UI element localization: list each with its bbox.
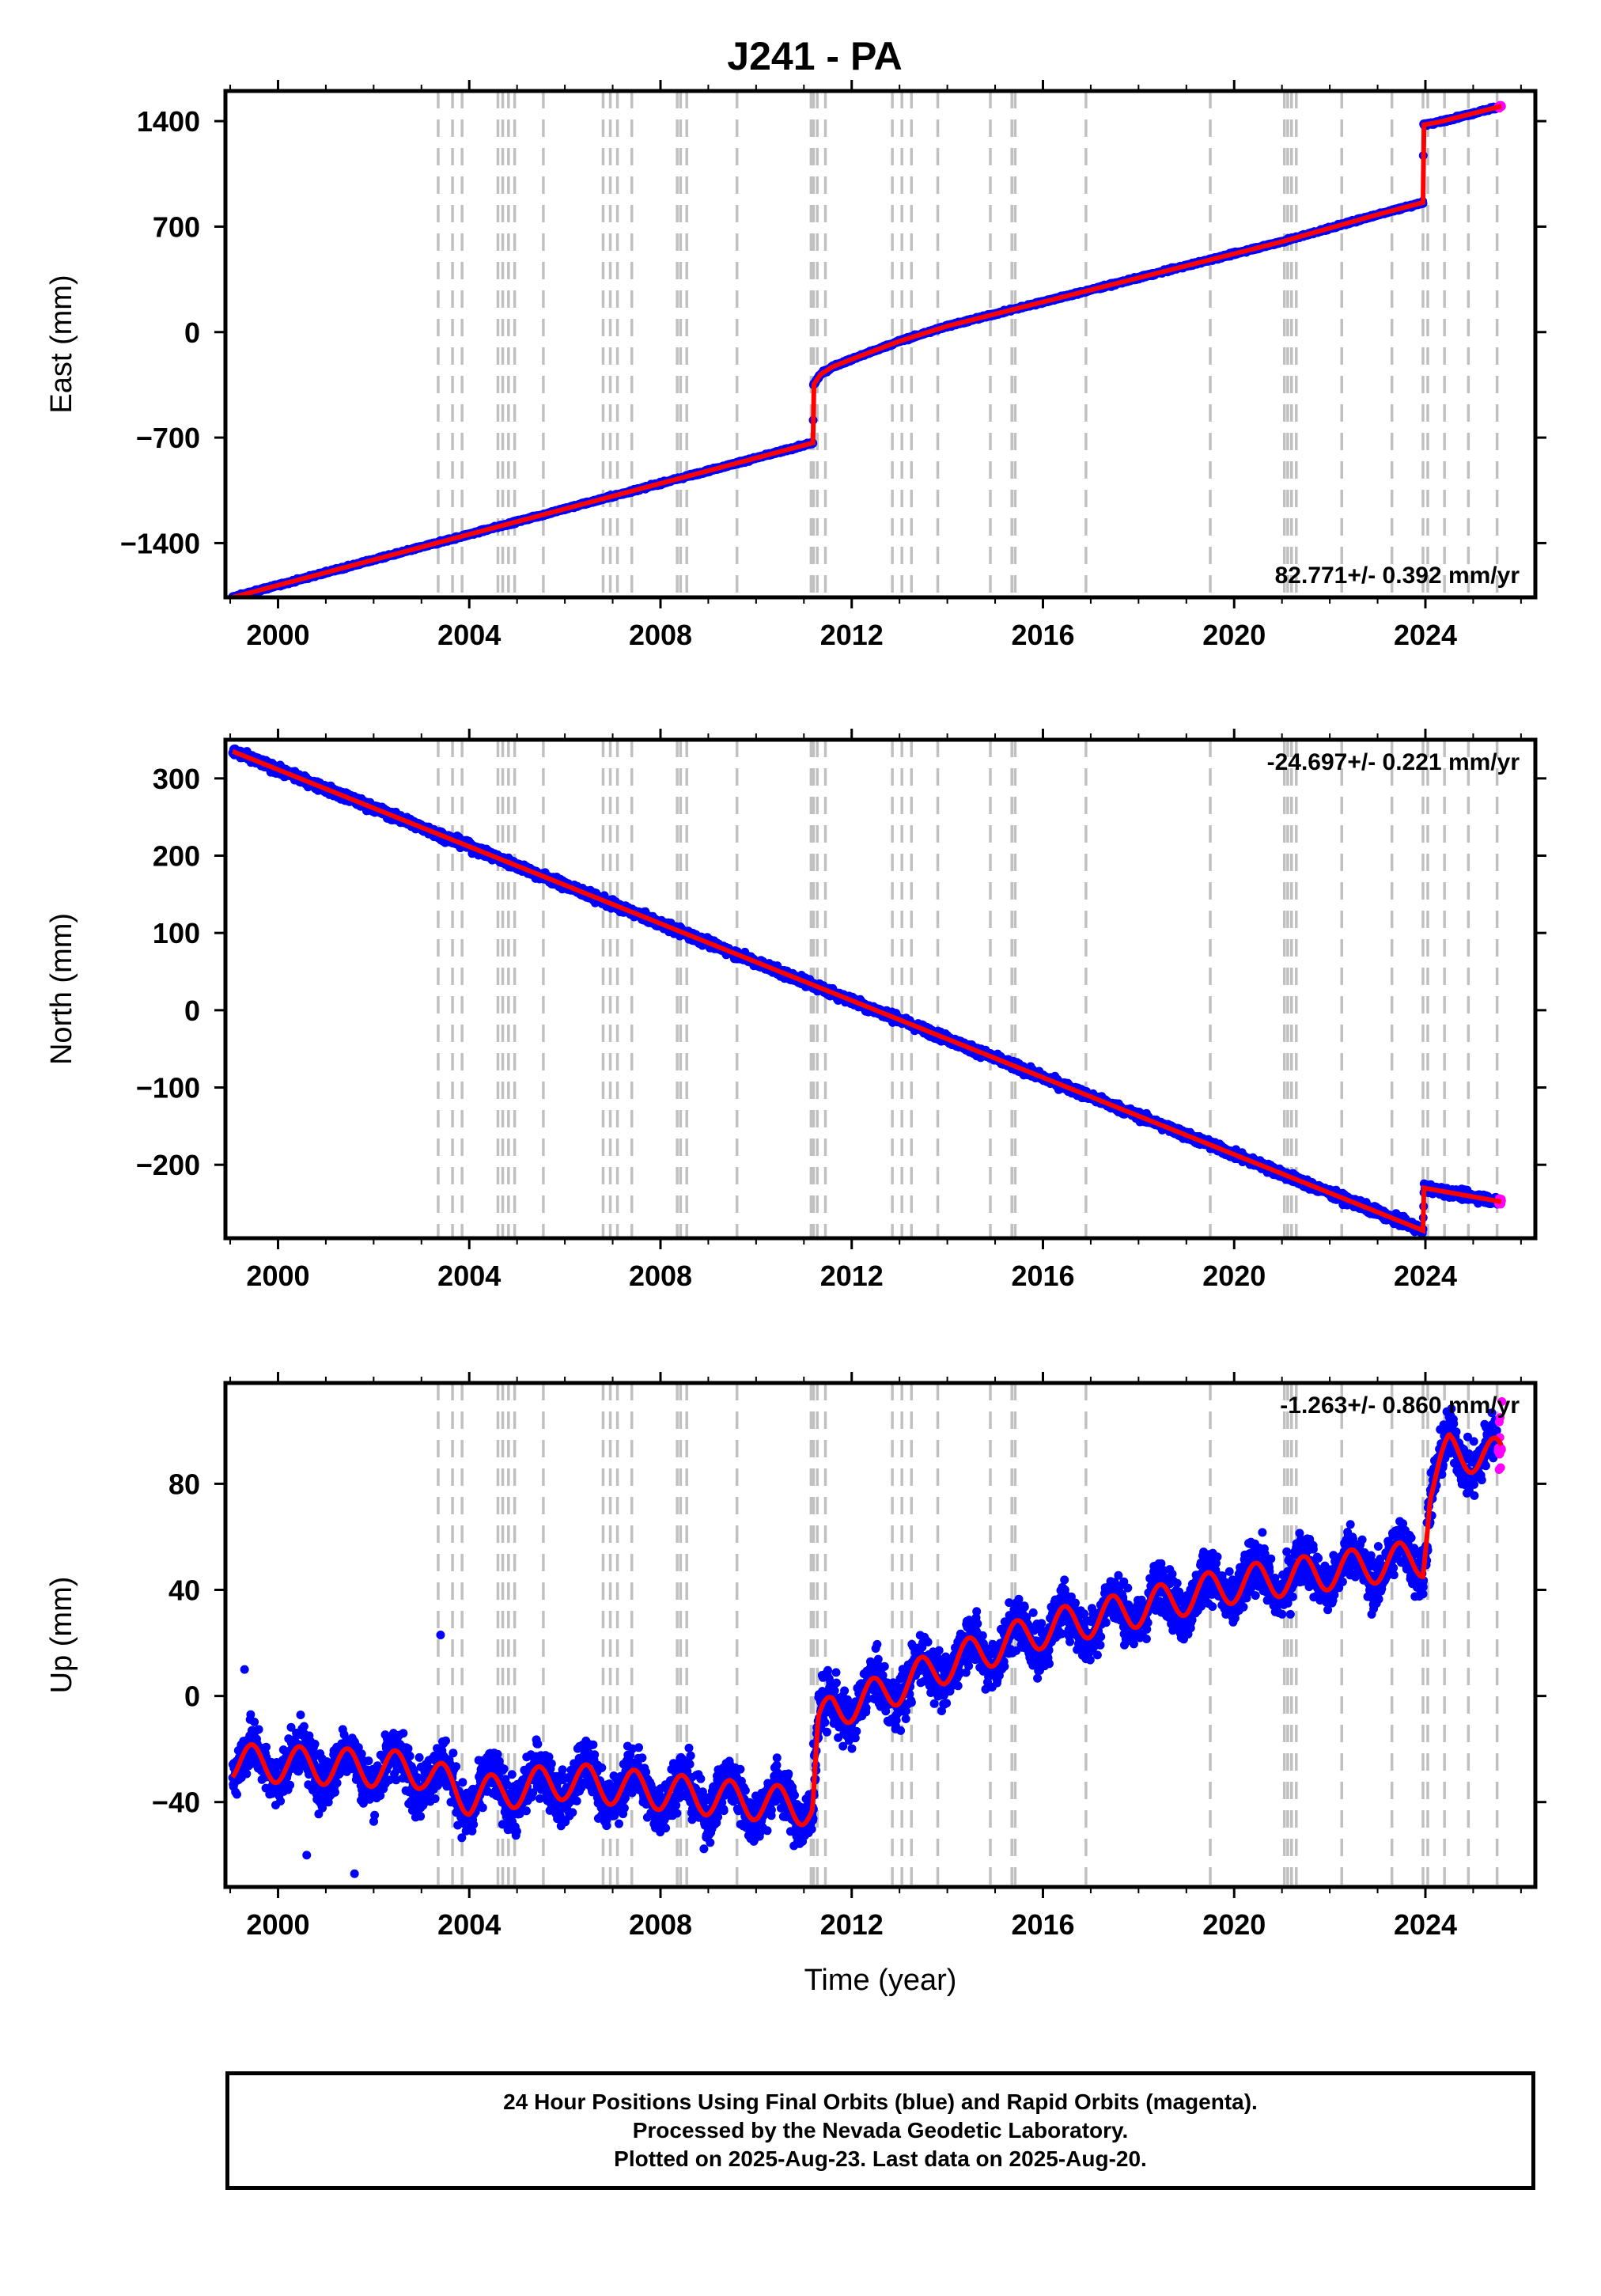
chart-title: J241 - PA <box>727 34 902 78</box>
panel-east: 2000 2004 2008 2012 2016 2020 2024 −1400 −700 0 70… <box>45 80 1546 651</box>
east-rate-label: 82.771+/- 0.392 mm/yr <box>1275 563 1520 589</box>
y-tick-label: 700 <box>153 210 200 243</box>
panels: 2000 2004 2008 2012 2016 2020 2024 −1400 −700 0 70… <box>45 80 1546 1997</box>
x-tick-label: 2020 <box>1202 619 1266 651</box>
y-tick-label: −1400 <box>120 527 200 559</box>
event-lines <box>437 91 1499 597</box>
event-lines <box>437 740 1499 1238</box>
panel-north: 2000 2004 2008 2012 2016 2020 2024−200−1000100… <box>45 729 1546 1292</box>
y-tick-label: −700 <box>136 422 200 454</box>
x-tick-label: 2008 <box>629 619 692 651</box>
x-tick-label: 2004 <box>437 619 501 651</box>
x-tick-label: 2016 <box>1011 619 1074 651</box>
x-tick-label: 2024 <box>1394 619 1457 651</box>
east-model-line <box>232 104 1502 597</box>
x-tick-label: 2000 <box>246 619 309 651</box>
x-tick-label: 2012 <box>820 619 884 651</box>
y-tick-label: 0 <box>184 316 200 349</box>
y-axis-label: East (mm) <box>45 275 78 413</box>
north-scatter <box>228 744 1506 1238</box>
y-tick-label: 1400 <box>137 105 200 138</box>
